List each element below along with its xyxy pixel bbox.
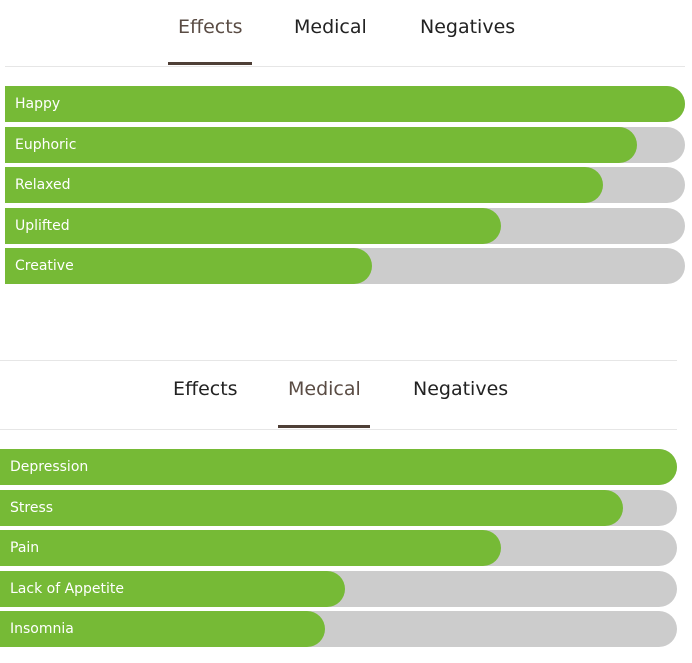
tab-bar: Effects Medical Negatives <box>0 362 692 428</box>
bar-fill: Depression <box>0 449 677 485</box>
bar-track: Creative <box>5 248 685 284</box>
bar-label: Relaxed <box>15 177 71 193</box>
bar-track: Lack of Appetite <box>0 570 677 607</box>
bar-label: Lack of Appetite <box>10 580 125 597</box>
bar-label: Depression <box>10 459 89 475</box>
bar-label: Insomnia <box>10 621 74 637</box>
active-tab-underline <box>278 425 370 428</box>
bar-fill: Pain <box>0 530 501 566</box>
bar-fill: Lack of Appetite <box>0 570 346 607</box>
panel-divider <box>0 360 677 361</box>
bar-track: Uplifted <box>5 207 685 244</box>
bar-track: Pain <box>0 530 677 566</box>
bar-track: Stress <box>0 489 677 526</box>
bar-fill: Insomnia <box>0 611 325 647</box>
active-tab-underline <box>168 62 252 65</box>
bar-fill: Uplifted <box>5 207 502 244</box>
bar-label: Uplifted <box>15 217 70 234</box>
bar-label: Euphoric <box>15 136 77 153</box>
tab-medical[interactable]: Medical <box>288 378 361 400</box>
bar-label: Pain <box>10 540 40 556</box>
bar-fill: Happy <box>5 86 685 122</box>
bar-label: Creative <box>15 258 74 274</box>
bar-fill: Creative <box>5 248 373 284</box>
bar-fill: Relaxed <box>5 167 604 203</box>
bar-fill: Euphoric <box>5 126 638 163</box>
bar-track: Happy <box>5 86 685 122</box>
tab-negatives[interactable]: Negatives <box>420 16 516 38</box>
bar-label: Stress <box>10 499 54 516</box>
bar-track: Insomnia <box>0 611 677 647</box>
bar-track: Euphoric <box>5 126 685 163</box>
bar-track: Depression <box>0 449 677 485</box>
tabs-divider <box>0 429 677 430</box>
tab-effects[interactable]: Effects <box>173 378 238 400</box>
tab-negatives[interactable]: Negatives <box>413 378 509 400</box>
tab-medical[interactable]: Medical <box>294 16 367 38</box>
bar-track: Relaxed <box>5 167 685 203</box>
bar-label: Happy <box>15 96 61 112</box>
tab-effects[interactable]: Effects <box>178 16 243 38</box>
bar-fill: Stress <box>0 489 623 526</box>
tabs-divider <box>5 66 685 67</box>
tab-bar: Effects Medical Negatives <box>0 0 692 65</box>
